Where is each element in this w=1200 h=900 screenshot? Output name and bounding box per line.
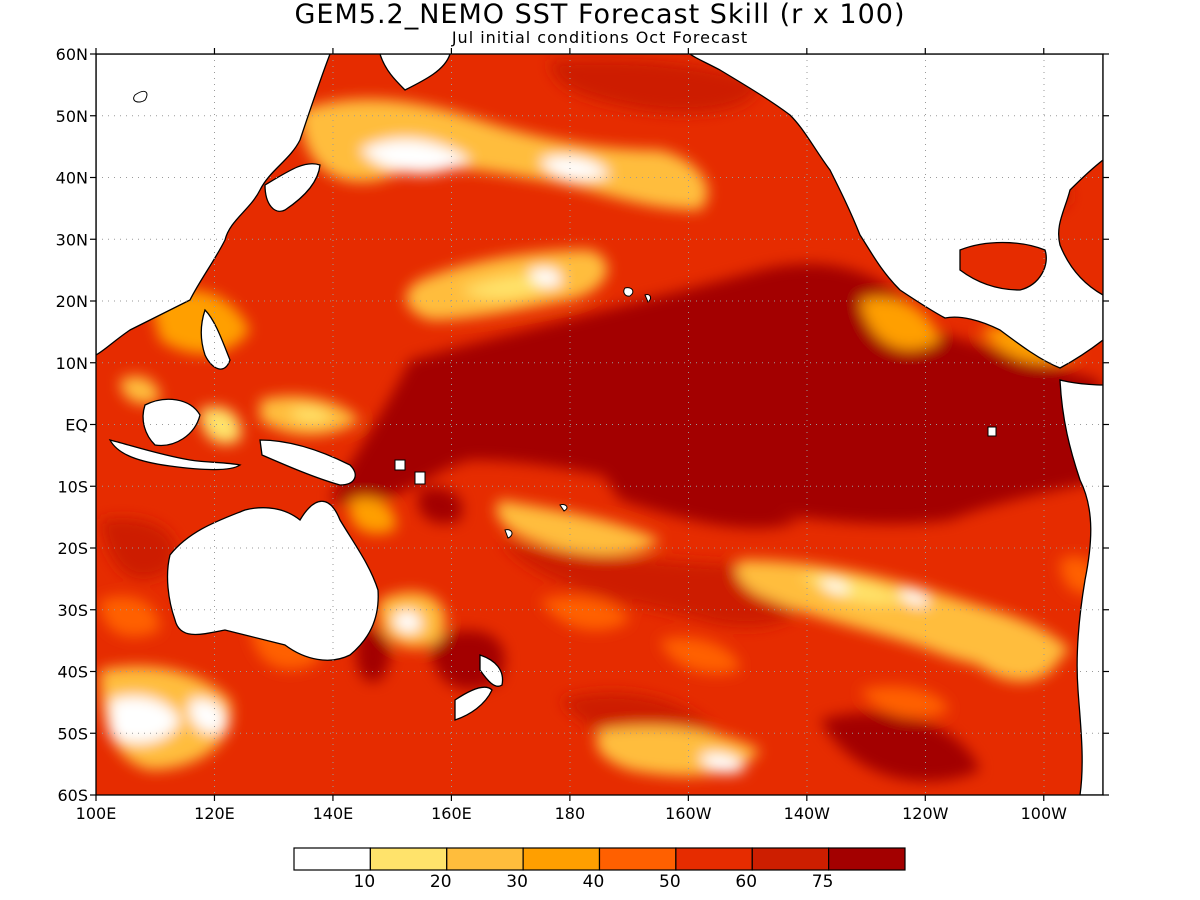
australia: [166, 500, 379, 661]
skill-field: [96, 54, 1103, 795]
lat-tick-label: 20N: [56, 292, 88, 311]
land-masses: [96, 54, 1103, 795]
colorbar-label: 75: [812, 872, 834, 892]
skill-patches: [100, 58, 1100, 782]
lat-tick-label: 10N: [56, 354, 88, 373]
new-guinea: [259, 439, 356, 486]
lat-tick-label: 60S: [57, 786, 88, 805]
colorbar: 10 20 30 40 50 60 75: [293, 847, 906, 892]
colorbar-label: 40: [583, 872, 605, 892]
lon-tick-label: 100E: [76, 804, 117, 823]
chart-subtitle: Jul initial conditions Oct Forecast: [451, 28, 749, 47]
gulf-of-mexico: [959, 241, 1047, 291]
lon-tick-label: 100W: [1021, 804, 1068, 823]
chart-title: GEM5.2_NEMO SST Forecast Skill (r x 100): [294, 0, 906, 30]
north-america: [688, 54, 1103, 369]
korea-japan: [264, 163, 321, 212]
lat-tick-label: 40S: [57, 663, 88, 682]
lon-tick-label: 120W: [902, 804, 949, 823]
colorbar-swatch: [522, 847, 601, 871]
lat-tick-label: 60N: [56, 45, 88, 64]
lat-tick-label: 30N: [56, 230, 88, 249]
borneo: [142, 398, 201, 447]
colorbar-label: 50: [659, 872, 681, 892]
colorbar-swatch: [828, 847, 906, 871]
islands: [133, 90, 997, 539]
lat-tick-label: 20S: [57, 539, 88, 558]
sumatra-java: [108, 439, 242, 471]
lon-tick-label: 180: [555, 804, 586, 823]
lat-axis: 60N 50N 40N 30N 20N 10N EQ 10S 20S 30S 40S 50S 60S: [56, 45, 88, 805]
lat-tick-label: 30S: [57, 601, 88, 620]
colorbar-label: 60: [735, 872, 757, 892]
lat-tick-label: 50S: [57, 724, 88, 743]
philippines: [200, 308, 231, 370]
lat-tick-label: 40N: [56, 169, 88, 188]
new-zealand-south: [454, 686, 493, 721]
colorbar-label: 30: [506, 872, 528, 892]
colorbar-label: 20: [430, 872, 452, 892]
colorbar-swatch: [446, 847, 524, 871]
lat-tick-label: 10S: [57, 477, 88, 496]
lon-tick-label: 160W: [665, 804, 712, 823]
kamchatka: [379, 54, 451, 91]
colorbar-swatch: [675, 847, 753, 871]
lon-tick-label: 160E: [431, 804, 472, 823]
axis-ticks: [90, 48, 1109, 801]
colorbar-swatch: [369, 847, 448, 871]
lon-tick-label: 140E: [313, 804, 354, 823]
lat-tick-label: EQ: [65, 416, 88, 435]
colorbar-swatch: [293, 847, 371, 871]
colorbar-swatch: [598, 847, 677, 871]
colorbar-swatch: [751, 847, 830, 871]
lon-tick-label: 140W: [784, 804, 831, 823]
south-america: [1059, 379, 1103, 795]
lat-tick-label: 50N: [56, 107, 88, 126]
lon-axis: 100E 120E 140E 160E 180 160W 140W 120W 100W: [76, 804, 1067, 823]
lon-tick-label: 120E: [194, 804, 235, 823]
asia-landmass: [96, 54, 331, 356]
colorbar-label: 10: [354, 872, 376, 892]
new-zealand-north: [479, 654, 504, 687]
